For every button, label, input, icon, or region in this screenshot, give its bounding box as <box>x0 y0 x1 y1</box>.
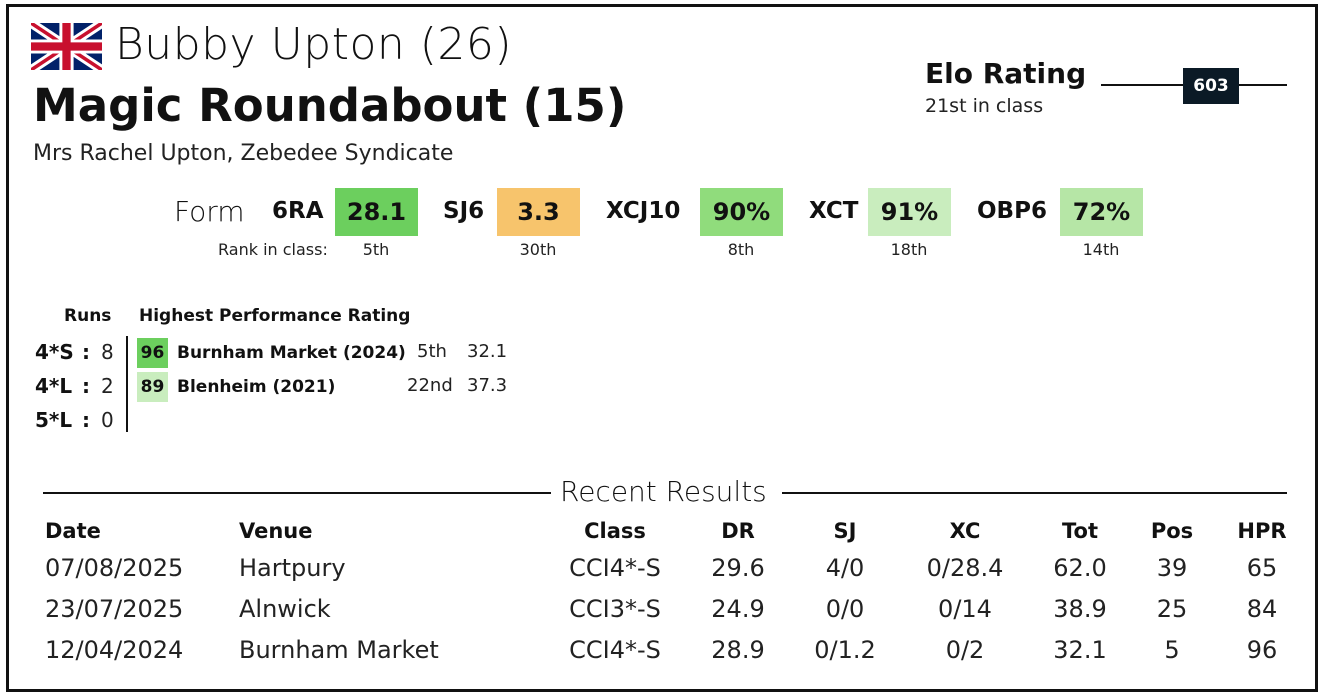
result-xc: 0/14 <box>938 595 992 623</box>
elo-title: Elo Rating <box>925 57 1087 90</box>
elo-class-rank: 21st in class <box>925 95 1044 117</box>
hpr-score-badge: 96 <box>137 338 168 368</box>
hpr-total: 37.3 <box>467 375 508 396</box>
result-venue: Hartpury <box>239 554 346 582</box>
metric-xcj10-rank: 8th <box>727 240 755 259</box>
col-header-xc: XC <box>949 519 981 543</box>
hpr-total: 32.1 <box>467 341 508 362</box>
hpr-event: Burnham Market (2024) <box>177 343 406 363</box>
run-count: 8 <box>101 340 114 364</box>
result-pos: 5 <box>1164 636 1180 664</box>
horse-name: Magic Roundabout (15) <box>33 79 627 132</box>
col-header-sj: SJ <box>833 519 857 543</box>
result-sj: 4/0 <box>825 554 865 582</box>
hpr-score-badge: 89 <box>137 372 168 402</box>
metric-sj6-rank: 30th <box>519 240 557 259</box>
result-class: CCI3*-S <box>569 595 661 623</box>
col-header-hpr: HPR <box>1237 519 1287 543</box>
col-header-class: Class <box>584 519 646 543</box>
result-pos: 39 <box>1156 554 1188 582</box>
result-date: 23/07/2025 <box>45 595 184 623</box>
run-class: 5*L <box>35 408 73 432</box>
run-class: 4*S <box>35 340 74 364</box>
result-dr: 24.9 <box>711 595 765 623</box>
result-tot: 62.0 <box>1053 554 1107 582</box>
hpr-position: 5th <box>417 341 447 362</box>
hpr-position: 22nd <box>407 375 453 396</box>
result-dr: 29.6 <box>711 554 765 582</box>
result-venue: Alnwick <box>239 595 331 623</box>
run-count: 2 <box>101 374 114 398</box>
form-label: Form <box>174 195 245 228</box>
recent-results-rule-left <box>43 492 551 494</box>
result-date: 12/04/2024 <box>45 636 184 664</box>
metric-6ra-rank: 5th <box>362 240 390 259</box>
col-header-date: Date <box>45 519 101 543</box>
recent-results-rule-right <box>782 492 1287 494</box>
result-dr: 28.9 <box>711 636 765 664</box>
result-xc: 0/28.4 <box>926 554 1004 582</box>
metric-xct-name: XCT <box>809 198 859 224</box>
result-class: CCI4*-S <box>569 554 661 582</box>
result-hpr: 84 <box>1246 595 1278 623</box>
result-hpr: 65 <box>1246 554 1278 582</box>
metric-sj6-value: 3.3 <box>497 188 580 236</box>
run-class: 4*L <box>35 374 73 398</box>
result-tot: 38.9 <box>1053 595 1107 623</box>
rank-in-class-label: Rank in class: <box>218 240 328 259</box>
metric-xct-rank: 18th <box>890 240 928 259</box>
result-sj: 0/0 <box>825 595 865 623</box>
result-pos: 25 <box>1156 595 1188 623</box>
recent-results-title: Recent Results <box>560 475 767 508</box>
result-date: 07/08/2025 <box>45 554 184 582</box>
metric-obp6-value: 72% <box>1060 188 1143 236</box>
run-separator: : <box>82 408 90 432</box>
run-count: 0 <box>101 408 114 432</box>
horse-profile-card: Bubby Upton (26) Magic Roundabout (15) M… <box>6 4 1318 692</box>
rider-name: Bubby Upton (26) <box>115 19 513 70</box>
uk-flag-icon <box>31 23 102 70</box>
col-header-dr: DR <box>721 519 755 543</box>
metric-xcj10-name: XCJ10 <box>606 198 681 224</box>
result-venue: Burnham Market <box>239 636 439 664</box>
owners: Mrs Rachel Upton, Zebedee Syndicate <box>33 141 454 166</box>
result-hpr: 96 <box>1246 636 1278 664</box>
metric-sj6-name: SJ6 <box>443 198 485 224</box>
metric-xcj10-value: 90% <box>700 188 783 236</box>
col-header-pos: Pos <box>1150 519 1194 543</box>
elo-value-badge: 603 <box>1183 68 1239 104</box>
metric-6ra-name: 6RA <box>272 198 324 224</box>
run-separator: : <box>82 340 90 364</box>
runs-header: Runs <box>64 306 112 326</box>
col-header-tot: Tot <box>1061 519 1098 543</box>
metric-xct-value: 91% <box>868 188 951 236</box>
result-sj: 0/1.2 <box>814 636 876 664</box>
run-separator: : <box>82 374 90 398</box>
result-class: CCI4*-S <box>569 636 661 664</box>
metric-obp6-rank: 14th <box>1082 240 1120 259</box>
result-xc: 0/2 <box>945 636 985 664</box>
result-tot: 32.1 <box>1053 636 1107 664</box>
col-header-venue: Venue <box>239 519 313 543</box>
runs-divider <box>126 336 128 432</box>
metric-6ra-value: 28.1 <box>335 188 418 236</box>
hpr-event: Blenheim (2021) <box>177 377 336 397</box>
metric-obp6-name: OBP6 <box>977 198 1047 224</box>
hpr-header: Highest Performance Rating <box>139 306 411 326</box>
